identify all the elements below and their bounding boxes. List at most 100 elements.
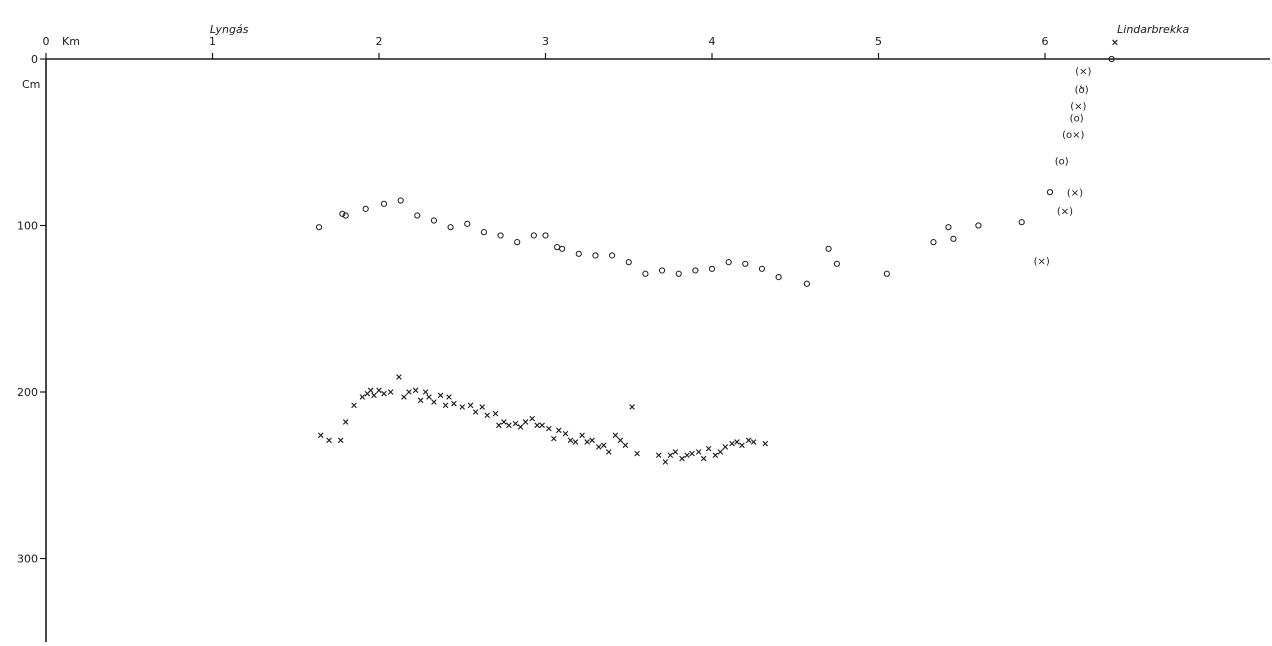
x-tick-label: 1	[209, 35, 216, 48]
x-point	[367, 387, 374, 394]
x-point	[529, 415, 535, 422]
x-point	[381, 390, 387, 397]
circle-point	[825, 245, 832, 252]
circle-point	[514, 239, 521, 246]
bracketed-point: (×)	[1067, 188, 1083, 199]
bracketed-point: (o)	[1055, 157, 1069, 168]
x-point	[492, 410, 499, 417]
circle-point	[554, 244, 561, 251]
x-point	[437, 392, 444, 399]
x-tick-label: 6	[1042, 35, 1049, 48]
circle-point	[1046, 189, 1054, 196]
x-point	[472, 409, 479, 415]
x-point	[562, 430, 569, 437]
x-point	[467, 402, 474, 409]
bracketed-point: (×)	[1034, 256, 1050, 267]
circle-point	[775, 274, 782, 281]
circle-point	[930, 239, 937, 246]
x-point	[605, 449, 612, 455]
x-point	[401, 394, 407, 400]
x-point	[745, 437, 752, 444]
circle-point	[447, 224, 454, 231]
x-point	[689, 450, 695, 457]
circle-point	[542, 232, 549, 239]
circle-point	[642, 270, 649, 277]
circle-point	[497, 232, 504, 239]
x-point	[371, 392, 377, 399]
x-tick-label: 3	[542, 35, 549, 48]
x-point	[317, 432, 324, 439]
y-ticks: 0 100 200 300	[17, 53, 46, 566]
circle-point	[692, 267, 699, 274]
x-point	[684, 452, 690, 459]
x-point	[750, 439, 757, 445]
x-point	[512, 420, 519, 427]
circle-point	[945, 224, 952, 231]
x-tick-label: 2	[376, 35, 383, 48]
x-point	[695, 449, 702, 455]
x-point	[739, 442, 745, 449]
x-point	[351, 402, 357, 409]
circle-point	[430, 217, 438, 224]
x-point	[612, 432, 619, 439]
y-tick-label: 0	[31, 53, 38, 66]
x-point	[584, 439, 590, 445]
x-point	[734, 439, 740, 445]
x-point	[622, 442, 629, 449]
circle-point	[575, 250, 582, 257]
circle-point	[414, 212, 421, 219]
y-tick-label: 300	[17, 553, 38, 566]
circle-point	[725, 259, 732, 266]
x-point	[534, 422, 540, 429]
circle-point	[464, 220, 471, 227]
x-point	[426, 394, 432, 400]
circle-point	[342, 212, 349, 219]
x-point	[506, 422, 512, 429]
circle-point	[625, 259, 632, 266]
x-point	[705, 445, 712, 452]
x-point	[617, 437, 624, 444]
x-point	[496, 422, 502, 429]
data-points	[315, 39, 1118, 465]
x-point	[551, 435, 557, 442]
bracketed-point: (ծ)	[1075, 85, 1089, 96]
x-point	[729, 440, 735, 447]
x-point	[359, 394, 366, 400]
x-point	[387, 389, 394, 395]
bracketed-point: (o)	[1070, 113, 1084, 124]
circle-point	[1108, 55, 1115, 63]
x-point	[406, 389, 412, 395]
x-point	[326, 437, 332, 444]
x-tick-label: 5	[875, 35, 882, 48]
bracketed-point: (×)	[1075, 67, 1091, 78]
x-point	[342, 419, 349, 425]
x-point	[442, 402, 449, 409]
x-point	[412, 387, 419, 394]
x-point	[722, 444, 729, 450]
x-point	[446, 394, 452, 400]
bracketed-point: (×)	[1057, 207, 1073, 218]
x-point	[579, 432, 585, 439]
place-label: Lyngás	[210, 23, 249, 36]
place-labels: Lyngás Lindarbrekka	[210, 23, 1190, 36]
x-point	[700, 455, 707, 462]
circle-point	[975, 222, 982, 229]
circle-point	[609, 252, 616, 259]
bracketed-point: (×)	[1070, 102, 1086, 113]
x-point	[337, 437, 344, 444]
x-unit-label: Km	[62, 35, 80, 48]
x-point	[417, 397, 424, 404]
x-point	[517, 424, 524, 430]
x-point	[595, 444, 602, 450]
x-point	[396, 374, 402, 380]
x-point	[634, 450, 640, 457]
circle-point	[530, 232, 537, 239]
y-unit-label: Cm	[22, 78, 40, 91]
circle-point	[397, 197, 404, 204]
x-point	[572, 439, 579, 445]
circle-point	[950, 235, 957, 242]
x-point	[629, 404, 635, 410]
bracketed-point: (o×)	[1062, 130, 1084, 141]
